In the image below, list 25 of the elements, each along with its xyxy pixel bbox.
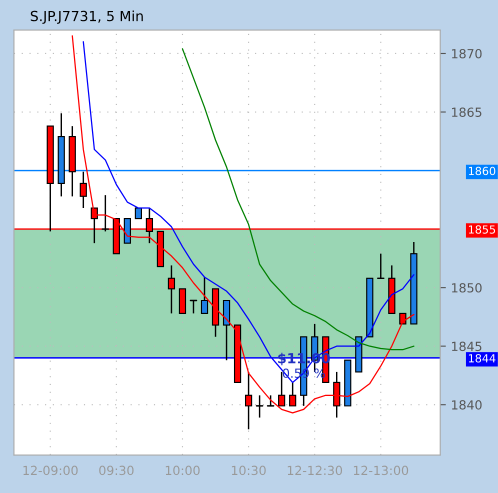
x-tick-label: 10:30: [232, 466, 266, 476]
x-tick-label: 12-12:30: [288, 466, 342, 476]
x-tick-label: 12-13:00: [354, 466, 408, 476]
candlestick: [102, 194, 110, 232]
candlestick: [168, 264, 176, 314]
ref-line-label: 1860: [468, 166, 496, 176]
y-tick-label: 1870: [452, 48, 482, 58]
y-tick-label: 1840: [452, 400, 482, 410]
chart-title: S.JP.J7731, 5 Min: [30, 10, 143, 24]
y-tick-label: 1865: [452, 107, 482, 117]
ref-line-label: 1844: [468, 354, 496, 362]
candlestick: [377, 252, 384, 279]
y-tick-label: 1850: [452, 283, 482, 293]
y-tick-label: 1845: [452, 342, 482, 352]
ref-line-label: 1855: [468, 225, 496, 234]
candlestick: [200, 276, 208, 314]
annotation: $11.00: [278, 352, 330, 366]
x-tick-label: 12-09:00: [23, 466, 78, 476]
candlestick: [266, 394, 274, 407]
x-tick-label: 09:30: [99, 466, 134, 476]
candlestick: [289, 382, 296, 407]
candlestick: [256, 394, 264, 418]
line-series: [182, 48, 414, 350]
candlestick: [80, 171, 87, 209]
x-tick-label: 10:00: [166, 466, 200, 476]
